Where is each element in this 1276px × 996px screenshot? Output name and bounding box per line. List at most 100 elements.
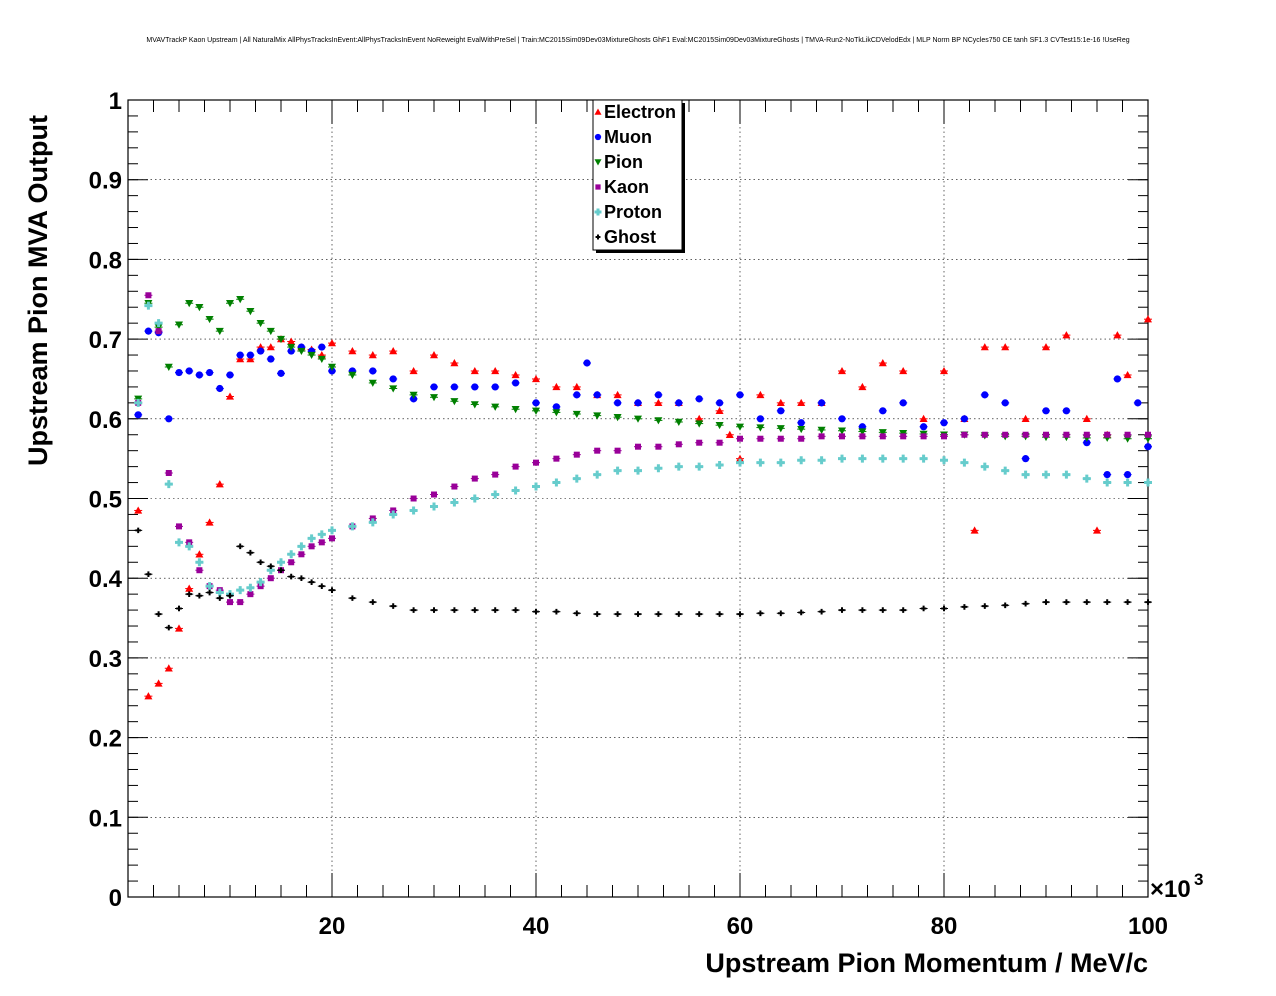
data-point bbox=[175, 368, 183, 377]
y-tick-label: 0 bbox=[109, 885, 122, 912]
data-point bbox=[236, 586, 245, 595]
data-point bbox=[676, 611, 682, 617]
data-point bbox=[572, 410, 581, 419]
data-point bbox=[236, 296, 245, 304]
data-point bbox=[226, 371, 234, 379]
data-point bbox=[409, 391, 418, 399]
data-point bbox=[573, 391, 581, 399]
data-point bbox=[1021, 470, 1030, 479]
data-point bbox=[858, 428, 867, 436]
data-point bbox=[1103, 478, 1112, 487]
y-tick-labels: 0 0.1 0.2 0.3 0.4 0.5 0.6 0.7 0.8 0.9 1 bbox=[89, 88, 123, 912]
series-muon bbox=[134, 327, 1152, 479]
data-point bbox=[492, 607, 498, 613]
data-point bbox=[134, 398, 143, 407]
data-point bbox=[736, 391, 744, 399]
data-point bbox=[227, 599, 233, 606]
data-point bbox=[878, 454, 887, 463]
legend-marker bbox=[594, 108, 602, 115]
data-point bbox=[1062, 407, 1070, 415]
data-point bbox=[695, 395, 703, 403]
data-point bbox=[532, 482, 540, 491]
y-tick-label: 0.3 bbox=[89, 646, 122, 673]
data-point bbox=[348, 347, 357, 355]
data-point bbox=[348, 371, 357, 379]
data-point bbox=[450, 398, 459, 406]
data-point bbox=[839, 607, 845, 613]
data-point bbox=[736, 458, 744, 467]
data-point bbox=[818, 433, 825, 440]
data-point bbox=[1042, 343, 1050, 351]
data-point bbox=[1042, 470, 1050, 479]
y-tick-label: 0.9 bbox=[89, 168, 122, 195]
data-point bbox=[267, 355, 275, 363]
data-point bbox=[317, 355, 326, 364]
x-tick-label: 100 bbox=[1128, 913, 1168, 940]
data-point bbox=[715, 461, 724, 470]
data-point bbox=[491, 403, 500, 411]
data-point bbox=[431, 607, 437, 613]
data-point bbox=[695, 462, 704, 471]
x-tick-label: 60 bbox=[727, 913, 754, 940]
data-point bbox=[246, 351, 254, 359]
data-point bbox=[1124, 599, 1131, 605]
data-point bbox=[288, 559, 295, 566]
data-point bbox=[593, 391, 601, 399]
data-point bbox=[205, 582, 214, 591]
data-point bbox=[307, 351, 316, 360]
data-point bbox=[695, 420, 704, 428]
data-point bbox=[1082, 474, 1091, 483]
data-point bbox=[899, 399, 907, 407]
x-multiplier: ×10 3 bbox=[1150, 870, 1203, 903]
data-point bbox=[674, 462, 683, 471]
data-point bbox=[614, 447, 621, 454]
data-point bbox=[756, 415, 765, 423]
data-point bbox=[634, 466, 642, 475]
data-point bbox=[980, 343, 989, 351]
data-point bbox=[654, 417, 663, 425]
x-tick-label: 20 bbox=[319, 913, 346, 940]
data-point bbox=[226, 300, 234, 308]
data-point bbox=[471, 475, 478, 482]
data-point bbox=[155, 328, 162, 335]
data-point bbox=[941, 433, 947, 440]
data-point bbox=[1103, 470, 1111, 479]
data-point bbox=[196, 567, 203, 574]
data-point bbox=[1084, 599, 1090, 605]
data-point bbox=[175, 538, 183, 547]
data-point bbox=[328, 526, 336, 535]
data-point bbox=[899, 366, 908, 375]
data-point bbox=[1082, 414, 1091, 422]
data-point bbox=[878, 359, 887, 367]
data-point bbox=[287, 343, 296, 352]
data-point bbox=[154, 323, 163, 332]
data-point bbox=[1124, 431, 1131, 438]
data-point bbox=[1124, 470, 1132, 479]
data-point bbox=[859, 607, 866, 613]
data-point bbox=[940, 366, 948, 375]
data-point bbox=[470, 401, 479, 409]
x-multiplier-base: ×10 bbox=[1150, 876, 1191, 903]
data-point bbox=[574, 610, 580, 617]
data-point bbox=[757, 610, 764, 617]
data-point bbox=[1063, 599, 1070, 605]
data-point bbox=[634, 399, 642, 407]
data-point bbox=[206, 589, 213, 596]
data-point bbox=[247, 549, 254, 556]
data-point bbox=[451, 483, 458, 490]
data-point bbox=[838, 366, 846, 375]
y-tick-label: 0.6 bbox=[89, 407, 122, 434]
data-point bbox=[1134, 399, 1142, 407]
chart-title: MVAVTrackP Kaon Upstream | All NaturalMi… bbox=[146, 37, 1129, 44]
data-point bbox=[1022, 600, 1029, 607]
legend-box bbox=[592, 99, 683, 251]
data-point bbox=[430, 502, 438, 511]
data-point bbox=[654, 464, 663, 473]
data-point bbox=[166, 624, 172, 631]
data-point bbox=[635, 611, 641, 617]
data-point bbox=[839, 433, 845, 440]
data-point bbox=[1113, 375, 1121, 383]
data-point bbox=[470, 366, 479, 375]
data-point bbox=[572, 382, 581, 391]
data-point bbox=[185, 300, 194, 308]
